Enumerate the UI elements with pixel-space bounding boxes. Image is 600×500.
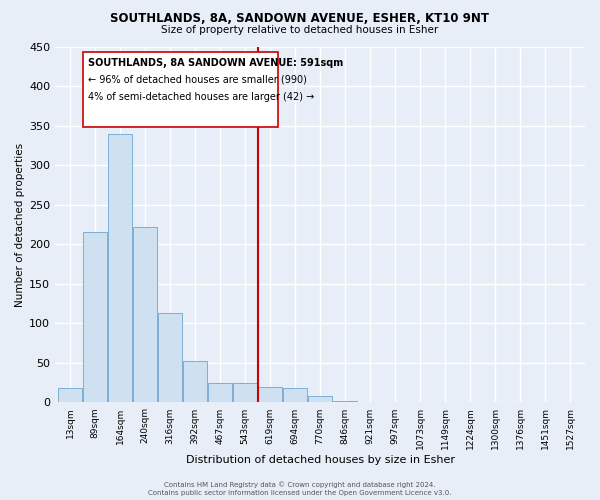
Text: SOUTHLANDS, 8A SANDOWN AVENUE: 591sqm: SOUTHLANDS, 8A SANDOWN AVENUE: 591sqm: [88, 58, 343, 68]
Text: 4% of semi-detached houses are larger (42) →: 4% of semi-detached houses are larger (4…: [88, 92, 314, 102]
Bar: [308, 396, 332, 402]
X-axis label: Distribution of detached houses by size in Esher: Distribution of detached houses by size …: [185, 455, 455, 465]
Bar: [133, 227, 157, 402]
Bar: [83, 232, 107, 402]
Bar: [58, 388, 82, 402]
Text: SOUTHLANDS, 8A, SANDOWN AVENUE, ESHER, KT10 9NT: SOUTHLANDS, 8A, SANDOWN AVENUE, ESHER, K…: [110, 12, 490, 26]
Bar: [233, 382, 257, 402]
Text: ← 96% of detached houses are smaller (990): ← 96% of detached houses are smaller (99…: [88, 75, 307, 85]
Bar: [108, 134, 132, 402]
Bar: [183, 360, 207, 403]
Text: Contains public sector information licensed under the Open Government Licence v3: Contains public sector information licen…: [148, 490, 452, 496]
Text: Size of property relative to detached houses in Esher: Size of property relative to detached ho…: [161, 25, 439, 35]
Bar: [283, 388, 307, 402]
Bar: [208, 382, 232, 402]
Bar: [333, 401, 357, 402]
Text: Contains HM Land Registry data © Crown copyright and database right 2024.: Contains HM Land Registry data © Crown c…: [164, 481, 436, 488]
FancyBboxPatch shape: [83, 52, 278, 127]
Y-axis label: Number of detached properties: Number of detached properties: [15, 142, 25, 306]
Bar: [258, 386, 282, 402]
Bar: [158, 313, 182, 402]
